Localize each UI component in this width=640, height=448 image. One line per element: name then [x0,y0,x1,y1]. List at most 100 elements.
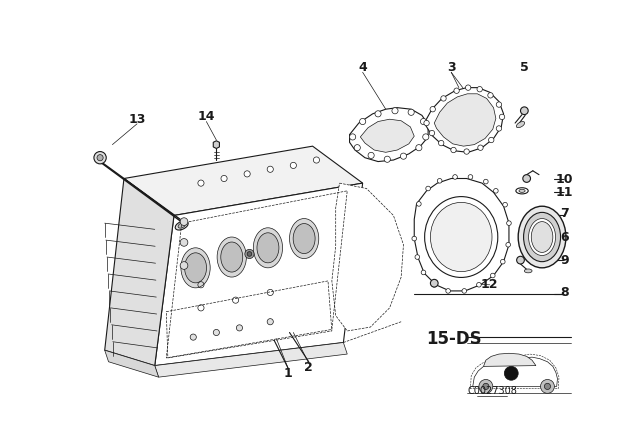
Circle shape [477,282,481,287]
Ellipse shape [518,206,566,268]
Polygon shape [424,88,504,152]
Circle shape [437,178,442,183]
Circle shape [190,334,196,340]
Ellipse shape [175,221,188,230]
Circle shape [244,171,250,177]
Text: 14: 14 [198,110,215,123]
Circle shape [429,130,435,136]
Ellipse shape [524,269,532,273]
Circle shape [452,175,458,179]
Circle shape [426,186,431,191]
Polygon shape [124,146,363,215]
Circle shape [267,166,273,172]
Polygon shape [105,178,174,366]
Ellipse shape [178,223,186,228]
Circle shape [180,218,188,225]
Circle shape [198,180,204,186]
Polygon shape [332,183,403,331]
Circle shape [488,93,493,98]
Circle shape [468,175,473,179]
Circle shape [360,118,365,125]
Circle shape [408,109,414,115]
Ellipse shape [431,202,492,271]
Text: 6: 6 [560,231,569,244]
Ellipse shape [524,212,561,262]
Polygon shape [473,357,557,386]
Circle shape [412,236,417,241]
Polygon shape [360,119,414,152]
Polygon shape [484,353,536,366]
Circle shape [375,111,381,117]
Polygon shape [435,94,496,146]
Circle shape [384,156,390,162]
Circle shape [477,86,483,92]
Circle shape [438,140,444,146]
Ellipse shape [516,121,525,128]
Circle shape [354,145,360,151]
Polygon shape [155,343,348,377]
Ellipse shape [529,219,556,255]
Text: 13: 13 [129,113,146,126]
Circle shape [291,162,296,168]
Circle shape [516,256,524,264]
Circle shape [465,85,471,90]
Polygon shape [213,141,220,148]
Polygon shape [349,108,428,162]
Circle shape [368,152,374,159]
Circle shape [499,114,505,120]
Text: 11: 11 [556,186,573,199]
Text: 7: 7 [560,207,569,220]
Ellipse shape [293,224,315,254]
Circle shape [416,145,422,151]
Circle shape [541,379,554,393]
Circle shape [417,202,421,206]
Ellipse shape [516,188,528,194]
Circle shape [236,325,243,331]
Circle shape [490,273,495,278]
Ellipse shape [253,228,283,268]
Circle shape [451,147,456,153]
Circle shape [493,189,498,193]
Circle shape [421,270,426,275]
Circle shape [520,107,528,115]
Circle shape [503,202,508,207]
Circle shape [432,282,436,287]
Ellipse shape [181,248,210,288]
Text: 8: 8 [560,286,569,299]
Circle shape [454,88,460,94]
Text: 3: 3 [447,61,456,74]
Ellipse shape [519,189,525,192]
Circle shape [420,118,427,125]
Circle shape [245,250,254,258]
Circle shape [415,255,420,259]
Circle shape [392,108,398,114]
Circle shape [180,238,188,246]
Circle shape [424,121,429,126]
Circle shape [523,175,531,182]
Circle shape [506,242,511,247]
Circle shape [484,179,488,184]
Ellipse shape [531,222,553,252]
Ellipse shape [184,253,207,283]
Circle shape [464,149,469,154]
Circle shape [349,134,356,140]
Text: 10: 10 [556,173,573,186]
Ellipse shape [221,242,243,272]
Circle shape [478,145,483,151]
Circle shape [267,319,273,325]
Circle shape [545,383,550,389]
Polygon shape [155,183,363,366]
Text: 4: 4 [358,61,367,74]
Circle shape [97,155,103,161]
Ellipse shape [257,233,279,263]
Ellipse shape [424,197,498,277]
Circle shape [431,280,438,287]
Circle shape [221,176,227,181]
Text: C0027308: C0027308 [467,386,517,396]
Circle shape [500,259,505,264]
Circle shape [441,96,446,101]
Polygon shape [414,178,509,291]
Circle shape [446,289,451,293]
Circle shape [496,102,502,107]
Circle shape [496,126,502,131]
